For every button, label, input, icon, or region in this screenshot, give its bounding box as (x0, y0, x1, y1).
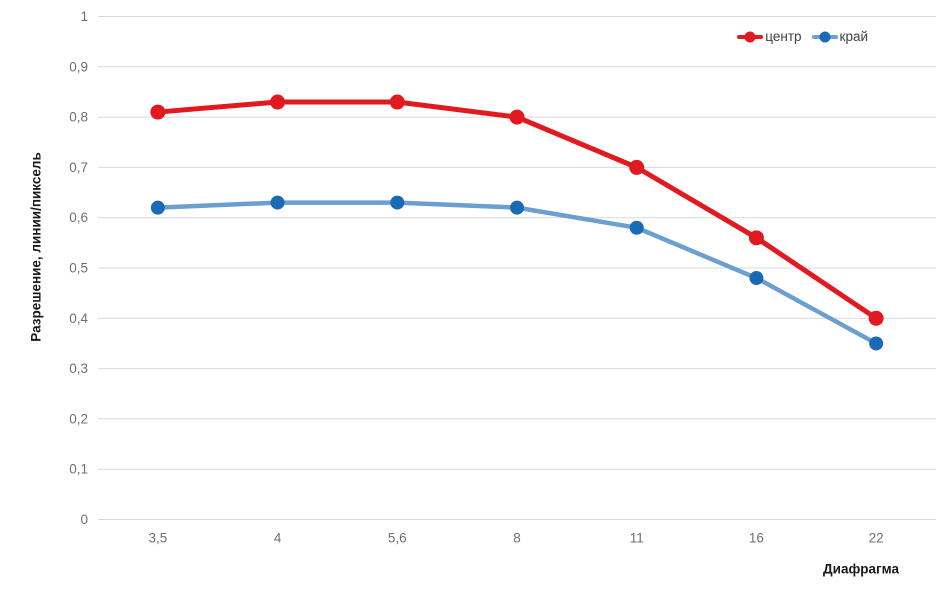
y-tick-label: 0,5 (69, 261, 88, 276)
legend: центр край (737, 28, 868, 46)
legend-item-center: центр (737, 28, 802, 46)
x-tick-label: 5,6 (388, 531, 407, 546)
y-tick-label: 0,3 (69, 361, 88, 376)
y-axis-title: Разрешение, линии/пиксель (28, 152, 44, 342)
data-point-edge (510, 200, 524, 215)
y-tick-label: 0,6 (69, 210, 88, 225)
y-tick-label: 0,7 (69, 160, 88, 175)
y-tick-label: 1 (80, 9, 88, 24)
legend-label-center: центр (765, 29, 802, 44)
x-tick-label: 4 (274, 531, 282, 546)
data-point-center (868, 310, 884, 326)
legend-marker-edge-icon (811, 35, 838, 39)
y-tick-label: 0 (80, 512, 88, 527)
data-point-edge (390, 195, 405, 210)
data-point-center (509, 109, 525, 125)
x-tick-label: 8 (513, 531, 521, 546)
data-point-center (629, 159, 645, 175)
x-tick-label: 3,5 (148, 531, 167, 546)
x-tick-label: 11 (630, 531, 644, 546)
data-point-edge (629, 220, 644, 235)
y-tick-label: 0,2 (69, 411, 88, 426)
y-tick-label: 0,9 (69, 59, 88, 74)
data-point-center (150, 104, 166, 120)
y-tick-label: 0,1 (69, 462, 88, 477)
legend-marker-center-icon (737, 35, 764, 39)
data-point-center (748, 230, 764, 246)
x-tick-label: 22 (869, 531, 884, 546)
x-tick-label: 16 (749, 531, 764, 546)
data-point-edge (270, 195, 285, 210)
x-axis-title: Диафрагма (823, 561, 899, 577)
data-point-edge (749, 271, 764, 286)
series-line-edge (155, 200, 879, 346)
data-point-center (270, 94, 286, 110)
legend-item-edge: край (811, 28, 868, 46)
legend-label-edge: край (839, 29, 868, 44)
data-point-edge (150, 200, 165, 215)
data-point-center (389, 94, 405, 110)
data-point-edge (869, 336, 884, 351)
y-tick-label: 0,8 (69, 110, 88, 125)
y-tick-label: 0,4 (69, 311, 88, 326)
